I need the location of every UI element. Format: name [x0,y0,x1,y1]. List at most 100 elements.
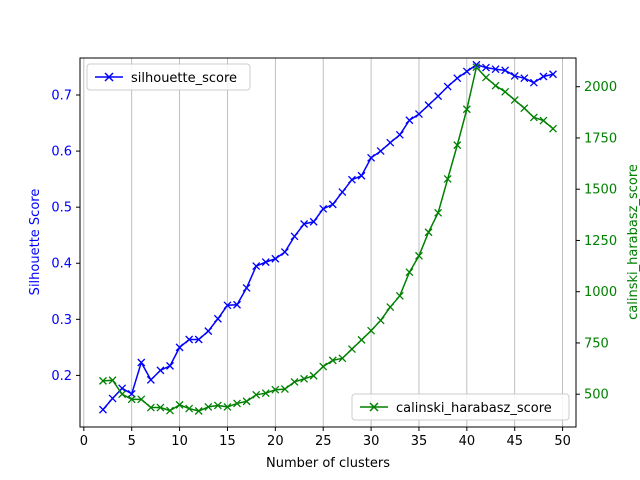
data-point-calinski_harabasz_score [424,228,433,237]
legend-calinski-box [351,393,570,421]
right-y-axis-label: calinski_harabasz_score [626,164,640,320]
data-point-calinski_harabasz_score [443,174,452,183]
data-point-calinski_harabasz_score [213,401,222,410]
x-tick-label: 45 [506,434,523,449]
data-point-silhouette_score [338,188,347,196]
data-point-calinski_harabasz_score [386,303,395,312]
data-point-calinski_harabasz_score [223,402,232,411]
right-y-tick-label: 500 [584,388,609,403]
data-point-silhouette_score [482,63,490,72]
legend-silhouette-marker [104,72,114,82]
data-point-silhouette_score [223,301,232,310]
data-point-calinski_harabasz_score [367,326,376,335]
data-point-silhouette_score [472,60,481,69]
data-point-calinski_harabasz_score [261,389,270,398]
data-point-silhouette_score [328,200,337,209]
data-point-silhouette_score [309,217,318,226]
data-point-calinski_harabasz_score [108,376,117,385]
axes: 0 5 10 15 20 25 30 35 40 45 50 0.2 0.3 0.4 0.5 0.6 0.7 50… [51,57,617,449]
data-point-silhouette_score [434,92,443,101]
left-y-tick-label: 0.6 [51,145,72,160]
data-point-calinski_harabasz_score [482,73,490,82]
data-point-calinski_harabasz_score [405,268,414,277]
data-point-silhouette_score [453,74,462,83]
data-point-silhouette_score [280,248,289,256]
data-point-calinski_harabasz_score [194,407,203,415]
data-point-calinski_harabasz_score [434,208,443,217]
right-y-tick-label: 1000 [584,285,617,300]
right-y-tick-label: 750 [584,336,609,351]
right-y-tick-label: 1500 [584,183,617,198]
data-point-silhouette_score [376,147,385,156]
data-point-calinski_harabasz_score [242,397,251,406]
data-point-silhouette_score [520,74,529,83]
data-point-silhouette_score [204,327,213,336]
data-point-calinski_harabasz_score [99,376,107,385]
data-point-calinski_harabasz_score [520,104,529,113]
data-point-calinski_harabasz_score [549,124,557,133]
data-point-silhouette_score [175,343,184,352]
data-point-calinski_harabasz_score [338,354,347,363]
grid-lines [83,58,563,427]
x-tick-label: 15 [219,434,236,449]
data-point-silhouette_score [319,204,328,213]
data-point-calinski_harabasz_score [472,63,481,72]
data-point-calinski_harabasz_score [280,385,289,394]
data-point-silhouette_score [185,335,194,344]
legend-calinski-label: calinski_harabasz_score [396,401,552,416]
x-tick-label: 30 [363,434,380,449]
data-point-calinski_harabasz_score [233,399,241,408]
data-point-silhouette_score [367,153,376,162]
data-point-silhouette_score [386,138,395,147]
data-point-calinski_harabasz_score [395,291,404,300]
data-point-calinski_harabasz_score [376,316,385,325]
data-point-silhouette_score [271,254,280,263]
legend-calinski: calinski_harabasz_score [351,393,570,421]
data-point-calinski_harabasz_score [118,390,127,399]
legend-calinski-marker [369,402,379,412]
data-point-silhouette_score [99,405,107,414]
data-point-calinski_harabasz_score [156,403,165,412]
data-point-calinski_harabasz_score [185,404,194,413]
x-axis-label: Number of clusters [266,456,390,471]
x-tick-label: 25 [315,434,332,449]
data-point-silhouette_score [194,335,203,344]
legend-silhouette-label: silhouette_score [131,71,237,86]
data-point-silhouette_score [300,220,309,228]
x-tick-label: 35 [411,434,428,449]
data-point-silhouette_score [405,116,414,125]
legend-silhouette-box [86,63,251,91]
left-y-tick-label: 0.4 [51,257,72,272]
x-tick-label: 40 [459,434,476,449]
data-point-silhouette_score [233,300,241,309]
x-tick-label: 10 [171,434,188,449]
data-point-calinski_harabasz_score [491,81,500,90]
data-point-calinski_harabasz_score [319,362,328,371]
data-point-silhouette_score [137,358,146,367]
data-point-silhouette_score [252,262,261,271]
data-point-silhouette_score [166,361,174,370]
data-point-calinski_harabasz_score [529,113,538,122]
data-point-calinski_harabasz_score [146,403,155,412]
data-point-calinski_harabasz_score [453,141,462,150]
data-point-silhouette_score [443,82,452,91]
legend-silhouette: silhouette_score [86,63,251,91]
data-point-calinski_harabasz_score [290,377,299,386]
data-point-silhouette_score [501,66,510,75]
right-y-tick-label: 2000 [584,80,617,95]
data-point-silhouette_score [108,394,117,403]
left-y-tick-label: 0.7 [51,89,72,104]
left-y-tick-label: 0.3 [51,313,72,328]
left-y-tick-label: 0.5 [51,201,72,216]
data-point-calinski_harabasz_score [309,371,318,380]
data-point-calinski_harabasz_score [510,96,519,104]
data-point-calinski_harabasz_score [252,390,261,399]
data-point-calinski_harabasz_score [347,345,356,354]
data-point-silhouette_score [529,78,538,87]
data-point-silhouette_score [213,314,222,323]
data-point-calinski_harabasz_score [462,105,471,114]
data-point-calinski_harabasz_score [271,385,280,394]
data-point-calinski_harabasz_score [166,406,174,415]
data-point-calinski_harabasz_score [501,87,510,96]
